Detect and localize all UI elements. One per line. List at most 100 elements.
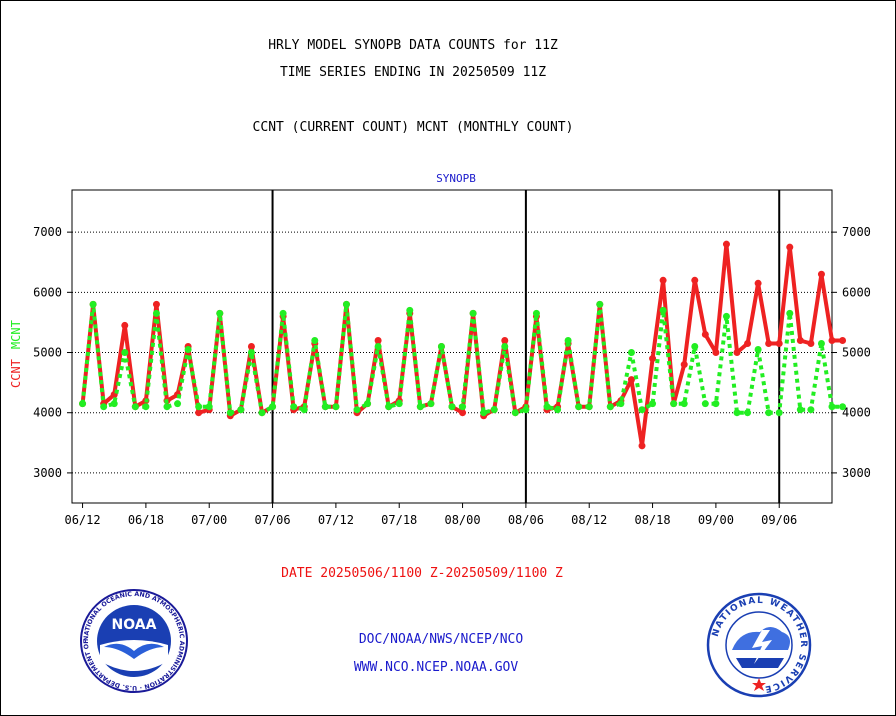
y-tick-label-right: 4000 bbox=[842, 406, 871, 420]
data-point-ccnt bbox=[712, 349, 720, 357]
data-point-ccnt bbox=[680, 361, 688, 369]
x-tick-label: 09/00 bbox=[698, 513, 734, 527]
data-point-mcnt bbox=[205, 403, 213, 411]
y-tick-label-left: 6000 bbox=[33, 285, 62, 299]
data-point-mcnt bbox=[617, 400, 625, 408]
y-tick-label-right: 7000 bbox=[842, 225, 871, 239]
data-point-ccnt bbox=[501, 336, 509, 344]
plot-area-border bbox=[71, 189, 833, 504]
data-point-mcnt bbox=[817, 339, 825, 347]
chart-heading-line3: CCNT (CURRENT COUNT) MCNT (MONTHLY COUNT… bbox=[252, 120, 574, 135]
x-tick-label: 09/06 bbox=[761, 513, 797, 527]
data-point-ccnt bbox=[722, 240, 730, 248]
data-point-mcnt bbox=[184, 346, 192, 354]
date-range-label: DATE 20250506/1100 Z-20250509/1100 Z bbox=[281, 566, 563, 581]
data-point-mcnt bbox=[100, 403, 108, 411]
x-tick-label: 08/00 bbox=[444, 513, 480, 527]
y-tick-label-left: 3000 bbox=[33, 466, 62, 480]
data-point-mcnt bbox=[807, 406, 815, 414]
data-point-mcnt bbox=[596, 300, 604, 308]
data-point-ccnt bbox=[733, 349, 741, 357]
data-point-mcnt bbox=[606, 403, 614, 411]
y-tick-label-right: 6000 bbox=[842, 285, 871, 299]
data-point-mcnt bbox=[300, 406, 308, 414]
y-axis-label: CCNT MCNT bbox=[9, 320, 23, 388]
data-point-mcnt bbox=[691, 343, 699, 350]
data-point-mcnt bbox=[121, 349, 129, 357]
data-point-mcnt bbox=[332, 403, 340, 411]
data-point-ccnt bbox=[121, 321, 129, 329]
chart-heading-line1: HRLY MODEL SYNOPB DATA COUNTS for 11Z bbox=[268, 38, 558, 53]
data-point-mcnt bbox=[152, 309, 160, 317]
data-point-mcnt bbox=[511, 409, 519, 417]
data-point-mcnt bbox=[532, 309, 540, 317]
data-point-mcnt bbox=[649, 400, 657, 408]
data-point-ccnt bbox=[786, 243, 794, 251]
data-point-mcnt bbox=[321, 403, 329, 411]
chart-title: SYNOPB bbox=[436, 172, 476, 185]
data-point-ccnt bbox=[649, 355, 657, 363]
website-link[interactable]: WWW.NCO.NCEP.NOAA.GOV bbox=[353, 660, 519, 675]
x-tick-label: 07/00 bbox=[191, 513, 227, 527]
data-point-ccnt bbox=[638, 442, 646, 450]
data-point-mcnt bbox=[554, 406, 562, 414]
data-point-ccnt bbox=[659, 276, 667, 284]
data-point-mcnt bbox=[279, 309, 287, 317]
data-point-ccnt bbox=[754, 279, 762, 287]
data-point-ccnt bbox=[839, 336, 847, 344]
data-point-mcnt bbox=[448, 403, 456, 411]
data-point-mcnt bbox=[839, 403, 847, 411]
data-point-mcnt bbox=[142, 403, 150, 411]
data-point-ccnt bbox=[152, 300, 160, 308]
data-point-mcnt bbox=[522, 406, 530, 414]
data-point-mcnt bbox=[680, 400, 688, 408]
data-point-ccnt bbox=[817, 270, 825, 278]
data-point-ccnt bbox=[247, 343, 255, 350]
x-tick-label: 07/06 bbox=[254, 513, 290, 527]
data-point-ccnt bbox=[701, 330, 709, 338]
data-point-mcnt bbox=[564, 336, 572, 344]
y-axis-label-ccnt: CCNT bbox=[9, 359, 23, 388]
data-point-mcnt bbox=[585, 403, 593, 411]
data-point-mcnt bbox=[195, 403, 203, 411]
data-point-ccnt bbox=[459, 409, 467, 417]
y-tick-label-right: 5000 bbox=[842, 346, 871, 360]
y-tick-label-left: 4000 bbox=[33, 406, 62, 420]
data-point-mcnt bbox=[765, 409, 773, 417]
data-point-mcnt bbox=[828, 403, 836, 411]
data-point-mcnt bbox=[364, 400, 372, 408]
data-point-ccnt bbox=[828, 336, 836, 344]
nws-logo-icon: NATIONAL WEATHER SERVICE bbox=[706, 592, 812, 698]
data-point-mcnt bbox=[786, 309, 794, 317]
data-point-mcnt bbox=[722, 312, 730, 320]
data-point-mcnt bbox=[395, 400, 403, 408]
x-tick-label: 07/18 bbox=[381, 513, 417, 527]
x-tick-label: 06/12 bbox=[64, 513, 100, 527]
x-tick-label: 08/06 bbox=[508, 513, 544, 527]
data-point-mcnt bbox=[131, 403, 139, 411]
data-point-mcnt bbox=[638, 406, 646, 414]
data-point-mcnt bbox=[459, 403, 467, 411]
data-point-mcnt bbox=[89, 300, 97, 308]
chart-heading-line2: TIME SERIES ENDING IN 20250509 11Z bbox=[279, 65, 547, 80]
noaa-logo-icon: NATIONAL OCEANIC AND ATMOSPHERIC ADMINIS… bbox=[80, 589, 188, 693]
data-point-mcnt bbox=[237, 406, 245, 414]
y-tick-label-right: 3000 bbox=[842, 466, 871, 480]
data-point-mcnt bbox=[490, 406, 498, 414]
data-point-mcnt bbox=[290, 403, 298, 411]
data-point-mcnt bbox=[163, 403, 171, 411]
data-point-mcnt bbox=[543, 403, 551, 411]
data-point-ccnt bbox=[744, 339, 752, 347]
data-point-mcnt bbox=[174, 400, 182, 408]
org-path-link[interactable]: DOC/NOAA/NWS/NCEP/NCO bbox=[358, 632, 524, 647]
data-point-mcnt bbox=[385, 403, 393, 411]
data-point-mcnt bbox=[754, 346, 762, 354]
data-point-mcnt bbox=[480, 409, 488, 417]
x-tick-label: 07/12 bbox=[318, 513, 354, 527]
data-point-mcnt bbox=[247, 349, 255, 357]
data-point-mcnt bbox=[775, 409, 783, 417]
x-tick-label: 08/18 bbox=[634, 513, 670, 527]
data-point-mcnt bbox=[226, 409, 234, 417]
data-point-mcnt bbox=[406, 306, 414, 314]
